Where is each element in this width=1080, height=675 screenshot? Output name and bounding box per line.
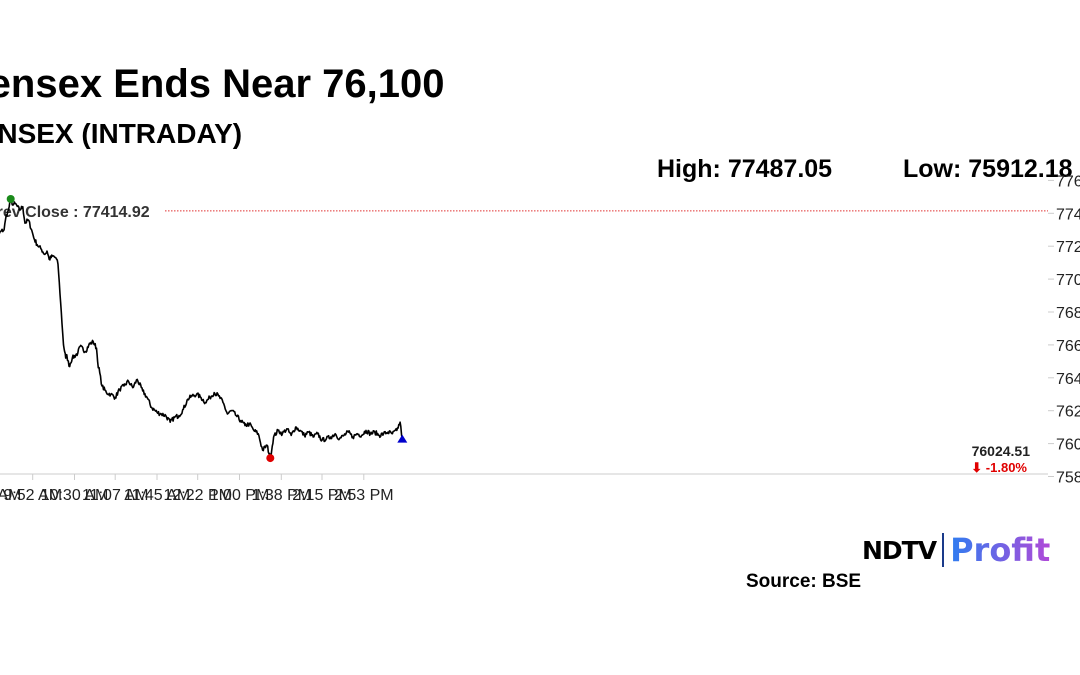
ndtv-profit-logo: NDTV Profit <box>862 530 1050 570</box>
day-high-stat: High: 77487.05 <box>657 155 833 183</box>
x-tick-label: 10:30 AM <box>41 487 109 504</box>
last-value-marker <box>397 434 408 443</box>
logo-ndtv-text: NDTV <box>862 535 937 565</box>
y-tick-label: 76400 <box>1056 371 1080 388</box>
source-note: Source: BSE <box>746 571 862 592</box>
logo-profit-text: Profit <box>950 531 1051 569</box>
x-tick-label: 9:52 AM <box>3 487 62 504</box>
x-tick-label: 2:15 PM <box>292 487 352 504</box>
sensex-series-line <box>0 198 404 459</box>
y-tick-label: 77400 <box>1056 206 1080 223</box>
day-low-stat: Low: 75912.18 <box>903 155 1073 183</box>
x-tick-label: 2:53 PM <box>334 487 394 504</box>
x-tick-label: 1:38 PM <box>252 487 312 504</box>
x-tick-label: 11:07 AM <box>82 487 148 504</box>
last-value-label: 76024.51 <box>972 443 1031 459</box>
y-tick-label: 77600 <box>1056 173 1080 190</box>
x-tick-label: 9:15 AM <box>0 487 21 504</box>
day-high-marker <box>6 194 15 203</box>
y-tick-label: 76000 <box>1056 437 1080 454</box>
y-tick-label: 76800 <box>1056 305 1080 322</box>
x-tick-label: 12:22 PM <box>163 487 231 504</box>
change-percent-label: ⬇ -1.80% <box>971 460 1027 475</box>
y-tick-label: 75800 <box>1056 470 1080 487</box>
prev-close-label: Prev Close : 77414.92 <box>0 204 150 221</box>
y-tick-label: 76200 <box>1056 404 1080 421</box>
y-tick-label: 76600 <box>1056 338 1080 355</box>
logo-divider <box>942 533 945 567</box>
y-tick-label: 77200 <box>1056 239 1080 256</box>
x-tick-label: 11:45 AM <box>124 487 190 504</box>
x-tick-label: 1:00 PM <box>210 487 270 504</box>
chart-title: Sensex Ends Near 76,100 <box>0 62 445 106</box>
day-low-marker <box>266 454 275 463</box>
y-tick-label: 77000 <box>1056 272 1080 289</box>
chart-subtitle: SENSEX (INTRADAY) <box>0 118 243 149</box>
prev-close-label-bg <box>0 199 164 222</box>
